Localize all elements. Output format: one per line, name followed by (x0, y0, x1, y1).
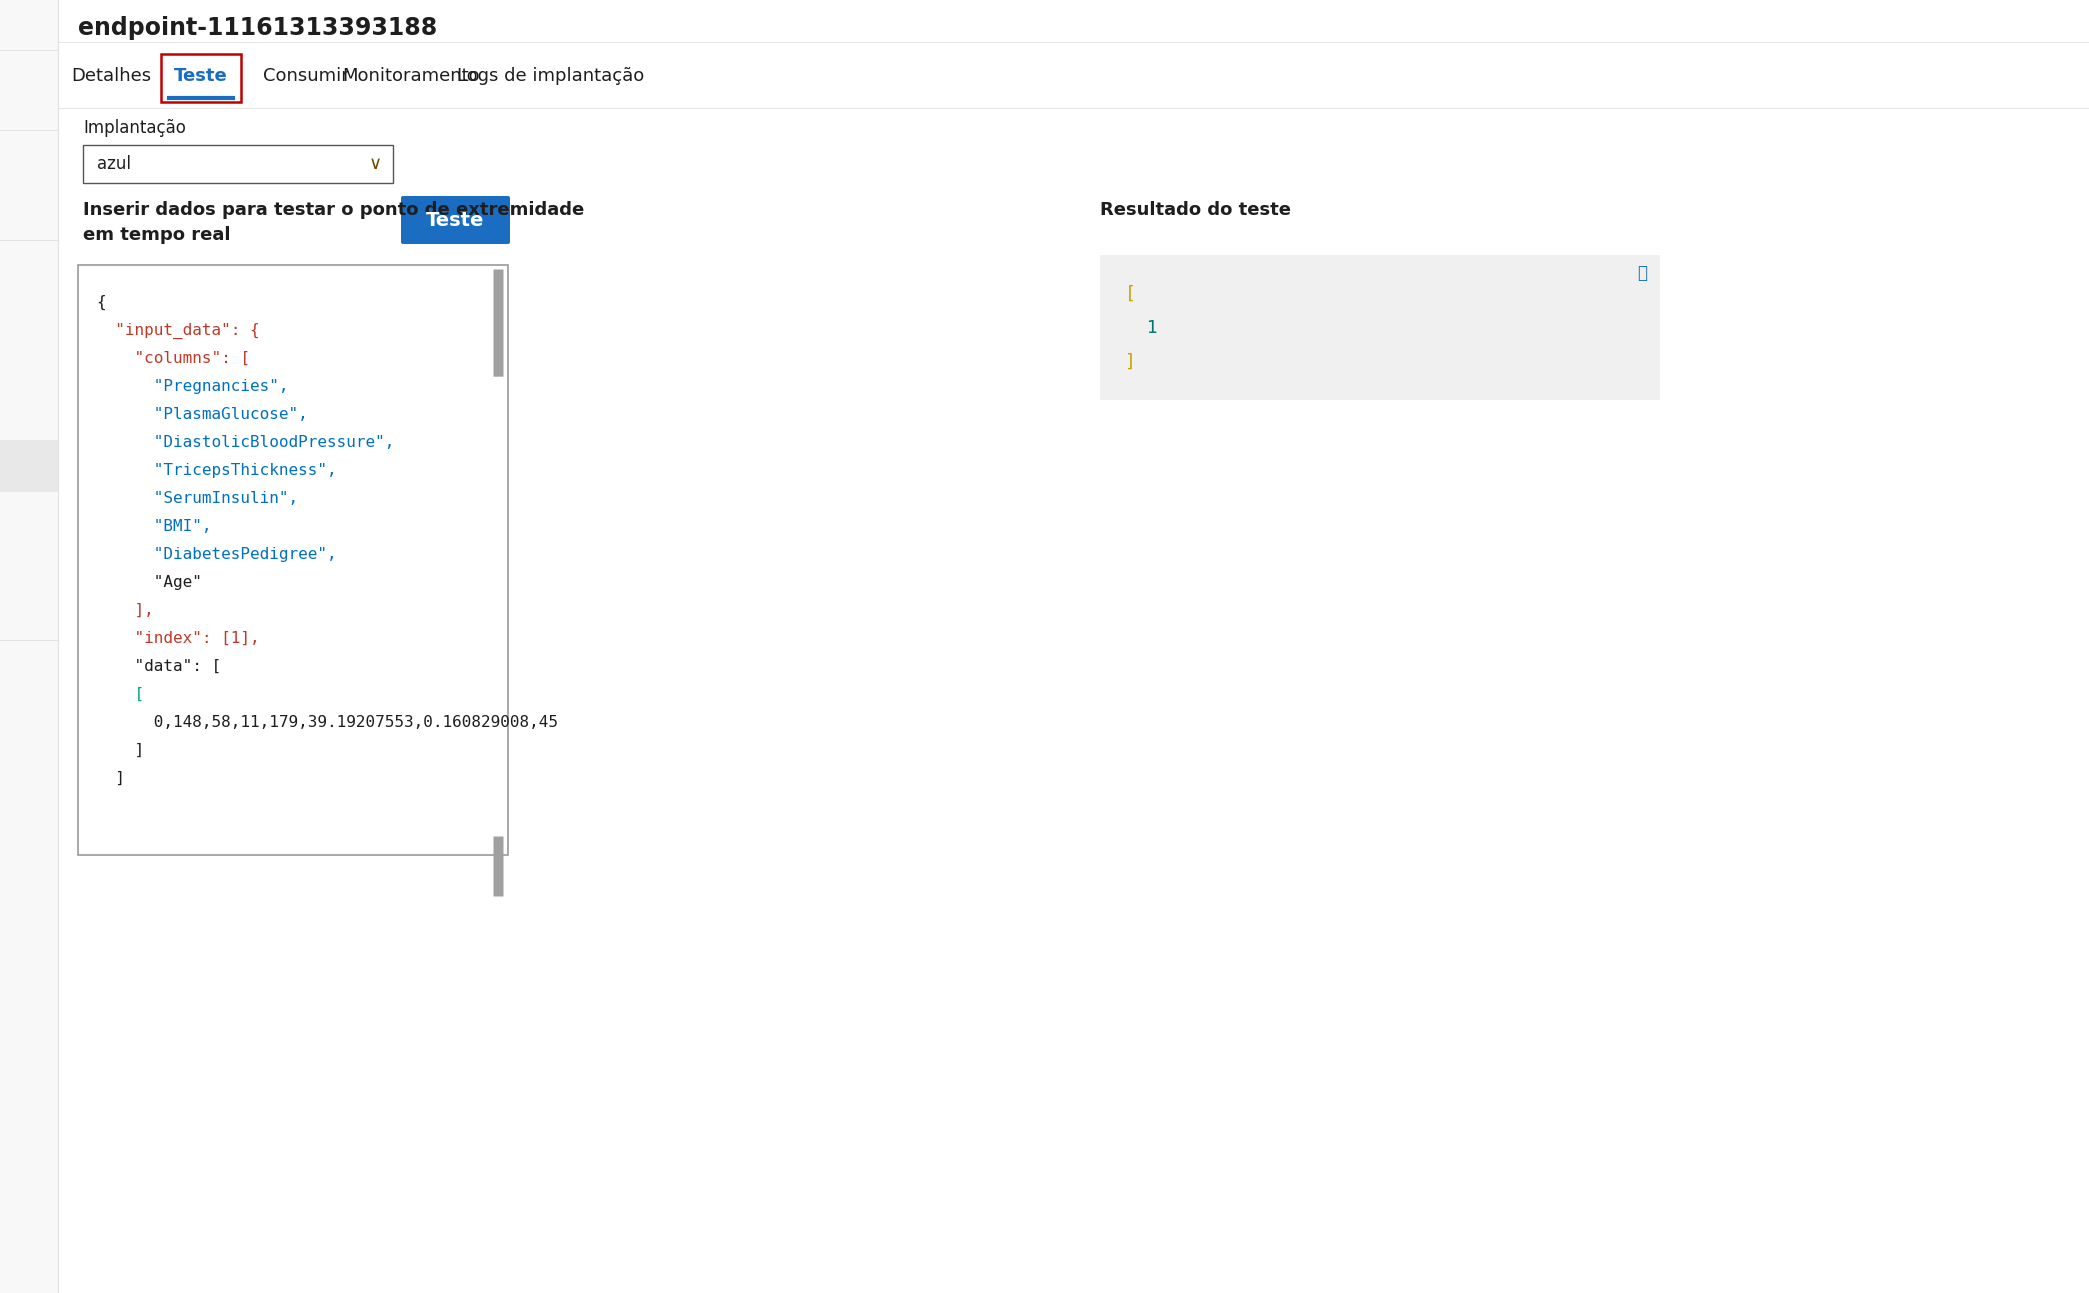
FancyBboxPatch shape (1101, 255, 1661, 400)
Text: endpoint-11161313393188: endpoint-11161313393188 (77, 16, 437, 40)
Text: "BMI",: "BMI", (96, 518, 211, 534)
Text: [: [ (1126, 284, 1136, 303)
Text: "PlasmaGlucose",: "PlasmaGlucose", (96, 407, 307, 422)
Text: ]: ] (96, 743, 144, 758)
Text: Implantação: Implantação (84, 119, 186, 137)
Text: "Pregnancies",: "Pregnancies", (96, 379, 288, 394)
Text: {: { (96, 295, 107, 310)
Text: "DiastolicBloodPressure",: "DiastolicBloodPressure", (96, 434, 395, 450)
Text: Consumir: Consumir (263, 67, 349, 85)
Bar (0, 440, 58, 493)
Text: ⧉: ⧉ (1638, 264, 1646, 282)
Bar (0, 0, 58, 1293)
FancyBboxPatch shape (493, 269, 503, 376)
Text: "TricepsThickness",: "TricepsThickness", (96, 463, 336, 478)
FancyBboxPatch shape (77, 265, 508, 855)
Text: "columns": [: "columns": [ (96, 350, 251, 366)
FancyBboxPatch shape (84, 145, 393, 184)
Text: ]: ] (1126, 353, 1136, 371)
Text: azul: azul (96, 155, 132, 173)
Text: ]: ] (96, 771, 125, 786)
Text: [: [ (96, 687, 144, 702)
Text: "SerumInsulin",: "SerumInsulin", (96, 491, 299, 506)
Text: ],: ], (96, 603, 155, 618)
Text: Teste: Teste (426, 211, 485, 229)
FancyBboxPatch shape (401, 197, 510, 244)
Text: Monitoramento: Monitoramento (343, 67, 480, 85)
Text: 1: 1 (1126, 319, 1157, 337)
Text: em tempo real: em tempo real (84, 226, 230, 244)
Text: "Age": "Age" (96, 575, 203, 590)
Text: "input_data": {: "input_data": { (96, 323, 259, 339)
Text: ∨: ∨ (368, 155, 382, 173)
FancyBboxPatch shape (493, 837, 503, 896)
Text: "DiabetesPedigree",: "DiabetesPedigree", (96, 547, 336, 562)
Text: Teste: Teste (173, 67, 228, 85)
Text: Detalhes: Detalhes (71, 67, 150, 85)
Text: Resultado do teste: Resultado do teste (1101, 200, 1291, 219)
Text: "index": [1],: "index": [1], (96, 631, 259, 646)
Text: "data": [: "data": [ (96, 659, 221, 674)
Text: 0,148,58,11,179,39.19207553,0.160829008,45: 0,148,58,11,179,39.19207553,0.160829008,… (96, 715, 558, 731)
Text: Logs de implantação: Logs de implantação (457, 67, 646, 85)
Text: Inserir dados para testar o ponto de extremidade: Inserir dados para testar o ponto de ext… (84, 200, 585, 219)
